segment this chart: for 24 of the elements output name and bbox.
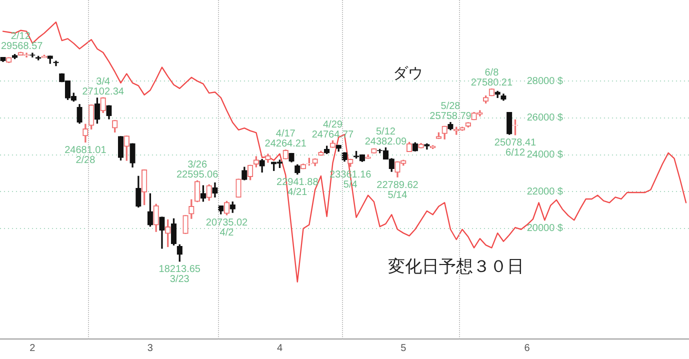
annotation: 変化日予想３０日 [388,256,524,278]
annotation: ダウ [393,64,423,83]
y-tick-label: 28000 $ [526,76,564,87]
annotation: 22789.62 5/14 [376,180,419,201]
candlestick [53,60,59,66]
x-tick-label: 6 [524,342,530,354]
annotation: 4/29 24764.77 [312,119,354,140]
x-tick-label: 2 [30,342,36,354]
annotation: 3/4 27102.34 [82,76,124,98]
y-tick-label: 20000 $ [526,223,564,234]
x-tick-label: 4 [276,342,283,354]
y-tick-label: 24000 $ [526,150,564,161]
annotation: 20735.02 4/2 [206,218,248,239]
x-tick-label: 3 [147,342,154,354]
y-tick-label: 26000 $ [526,112,564,124]
annotation: 5/12 24382.09 [364,126,408,148]
annotation: 18213.65 3/23 [158,264,201,286]
annotation: 3/26 22595.06 [176,159,219,180]
annotation: 24681.01 2/28 [64,144,107,166]
y-tick-label: 22000 $ [526,186,564,198]
x-tick-label: 5 [400,342,407,354]
annotation: 6/8 27580.21 [470,68,513,89]
annotation: 4/17 24264.21 [264,128,307,150]
annotation: 5/28 25758.79 [430,101,472,122]
